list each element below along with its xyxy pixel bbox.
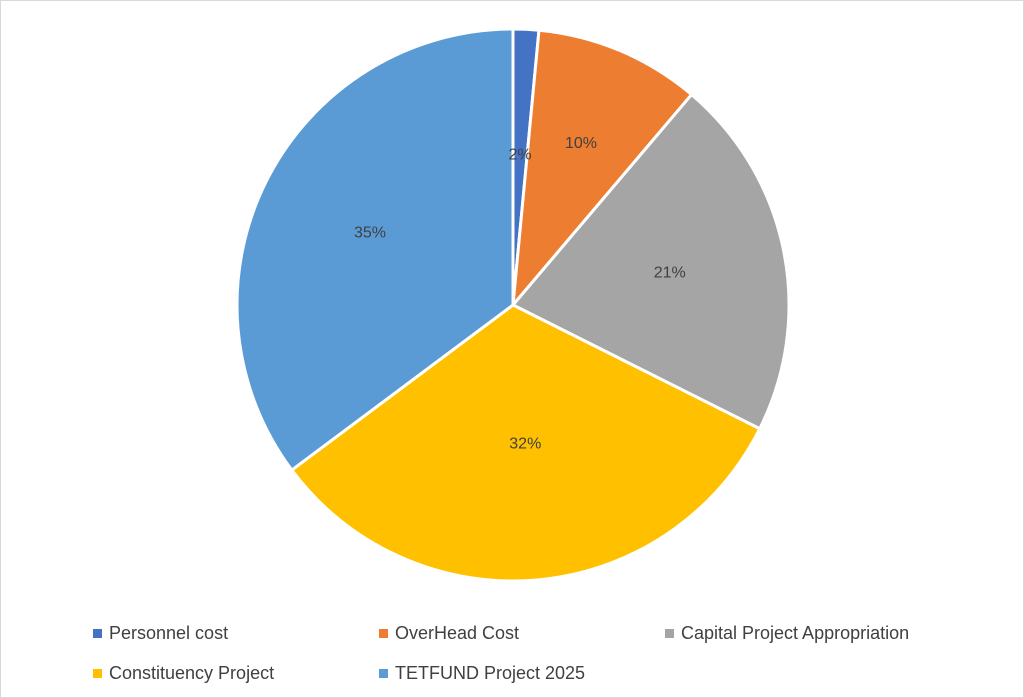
legend-swatch (379, 668, 388, 678)
data-label-1: 2% (509, 146, 532, 163)
pie-slice-5 (235, 27, 515, 472)
pie-slice-2 (511, 28, 694, 307)
legend-item-2: OverHead Cost (379, 623, 665, 644)
chart-legend: Personnel cost OverHead Cost Capital Proje… (93, 613, 993, 693)
legend-label: Capital Project Appropriation (681, 622, 910, 643)
legend-row-2: Constituency Project TETFUND Project 2025 (93, 653, 993, 693)
pie-data-labels: 2% 10% 21% 32% 35% (354, 135, 686, 453)
legend-label: OverHead Cost (395, 622, 520, 643)
data-label-2: 10% (565, 135, 597, 152)
pie-slice-4 (290, 303, 762, 583)
legend-label: TETFUND Project 2025 (395, 662, 586, 683)
pie-slice-3 (511, 93, 791, 431)
data-label-3: 21% (654, 264, 686, 281)
legend-label: Personnel cost (109, 622, 229, 643)
legend-swatch (665, 628, 674, 638)
legend-label: Constituency Project (109, 662, 275, 683)
legend-swatch (93, 628, 102, 638)
data-label-5: 35% (354, 224, 386, 241)
legend-swatch (379, 628, 388, 638)
legend-row-1: Personnel cost OverHead Cost Capital Proje… (93, 613, 993, 653)
legend-item-1: Personnel cost (93, 623, 379, 644)
legend-item-5: TETFUND Project 2025 (379, 663, 665, 684)
pie-slices (235, 27, 791, 583)
legend-item-4: Constituency Project (93, 663, 379, 684)
legend-item-3: Capital Project Appropriation (665, 623, 909, 644)
data-label-4: 32% (509, 436, 541, 453)
legend-swatch (93, 668, 102, 678)
